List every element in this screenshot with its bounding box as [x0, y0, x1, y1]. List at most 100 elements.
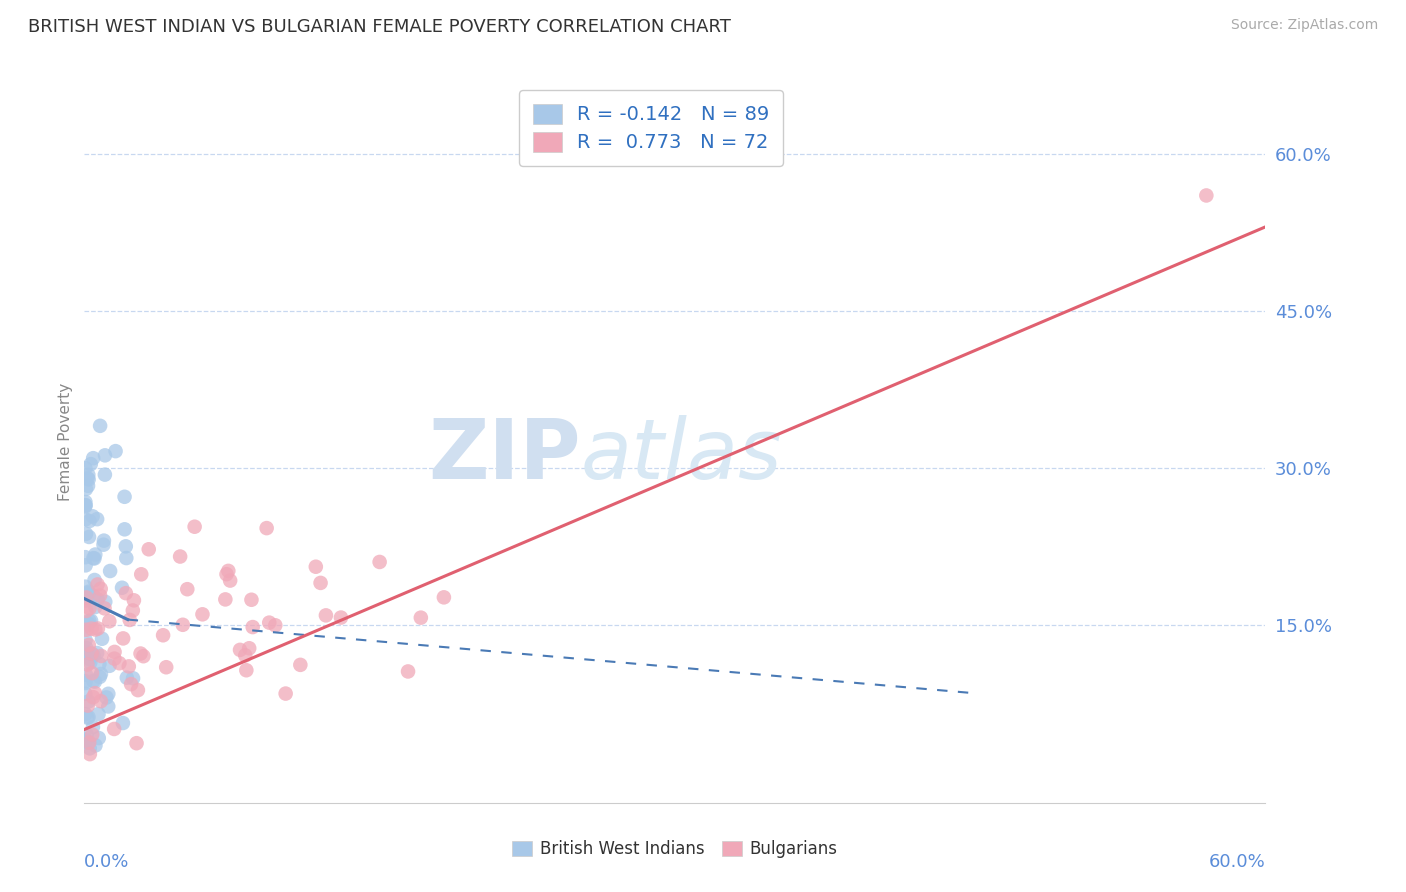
- Point: [75, 734, 97, 748]
- Point: [87, 706, 110, 721]
- Point: [75, 588, 97, 602]
- Point: [77, 584, 100, 599]
- Point: [77, 467, 100, 482]
- Point: [80, 614, 103, 628]
- Point: [86, 512, 108, 526]
- Point: [155, 660, 177, 674]
- Point: [77, 479, 100, 493]
- Point: [75, 580, 97, 594]
- Point: [111, 581, 134, 595]
- Point: [264, 618, 287, 632]
- Text: 0.0%: 0.0%: [84, 854, 129, 871]
- Point: [89, 657, 111, 671]
- Point: [77, 616, 100, 631]
- Point: [233, 648, 256, 663]
- Point: [75, 498, 97, 512]
- Point: [82, 589, 104, 603]
- Point: [120, 677, 142, 691]
- Point: [90, 582, 112, 596]
- Point: [90, 694, 112, 708]
- Point: [84, 600, 107, 615]
- Point: [75, 591, 97, 605]
- Point: [238, 641, 260, 656]
- Point: [217, 564, 239, 578]
- Point: [77, 588, 100, 602]
- Point: [82, 673, 104, 688]
- Point: [79, 514, 101, 528]
- Point: [82, 551, 104, 566]
- Point: [215, 567, 238, 582]
- Point: [89, 418, 111, 433]
- Point: [76, 645, 98, 659]
- Point: [76, 728, 98, 742]
- Point: [121, 603, 143, 617]
- Point: [89, 670, 111, 684]
- Point: [75, 687, 97, 701]
- Point: [75, 676, 97, 690]
- Point: [240, 592, 263, 607]
- Point: [80, 622, 103, 636]
- Point: [214, 592, 236, 607]
- Point: [79, 656, 101, 670]
- Point: [86, 592, 108, 607]
- Point: [75, 550, 97, 565]
- Point: [77, 736, 100, 750]
- Point: [169, 549, 191, 564]
- Legend: British West Indians, Bulgarians: British West Indians, Bulgarians: [503, 832, 846, 867]
- Point: [118, 613, 141, 627]
- Point: [79, 652, 101, 666]
- Point: [329, 610, 352, 624]
- Point: [75, 604, 97, 618]
- Point: [75, 633, 97, 648]
- Point: [219, 574, 242, 588]
- Point: [75, 593, 97, 607]
- Point: [115, 671, 138, 685]
- Point: [87, 622, 110, 636]
- Point: [79, 601, 101, 615]
- Point: [103, 645, 125, 659]
- Point: [115, 551, 138, 566]
- Point: [79, 747, 101, 761]
- Point: [152, 628, 174, 642]
- Point: [103, 651, 125, 665]
- Point: [75, 498, 97, 512]
- Point: [93, 601, 115, 615]
- Point: [75, 526, 97, 541]
- Point: [83, 551, 105, 566]
- Point: [94, 448, 117, 462]
- Point: [77, 530, 100, 544]
- Point: [91, 632, 114, 646]
- Point: [132, 649, 155, 664]
- Point: [94, 595, 117, 609]
- Point: [122, 671, 145, 685]
- Point: [235, 663, 257, 677]
- Point: [274, 687, 297, 701]
- Point: [108, 657, 131, 671]
- Point: [84, 739, 107, 753]
- Point: [77, 614, 100, 628]
- Point: [76, 698, 98, 713]
- Point: [75, 640, 97, 655]
- Point: [84, 623, 107, 637]
- Point: [368, 555, 391, 569]
- Point: [256, 521, 278, 535]
- Point: [111, 716, 134, 731]
- Point: [315, 608, 337, 623]
- Point: [90, 667, 112, 681]
- Point: [77, 710, 100, 724]
- Point: [82, 727, 104, 741]
- Point: [76, 471, 98, 485]
- Point: [75, 623, 97, 637]
- Point: [114, 539, 136, 553]
- Point: [80, 666, 103, 681]
- Point: [114, 490, 136, 504]
- Point: [114, 522, 136, 536]
- Point: [183, 519, 205, 533]
- Point: [122, 593, 145, 607]
- Point: [97, 699, 120, 714]
- Point: [83, 674, 105, 689]
- Point: [77, 647, 100, 661]
- Point: [309, 575, 332, 590]
- Point: [86, 646, 108, 660]
- Point: [93, 533, 115, 548]
